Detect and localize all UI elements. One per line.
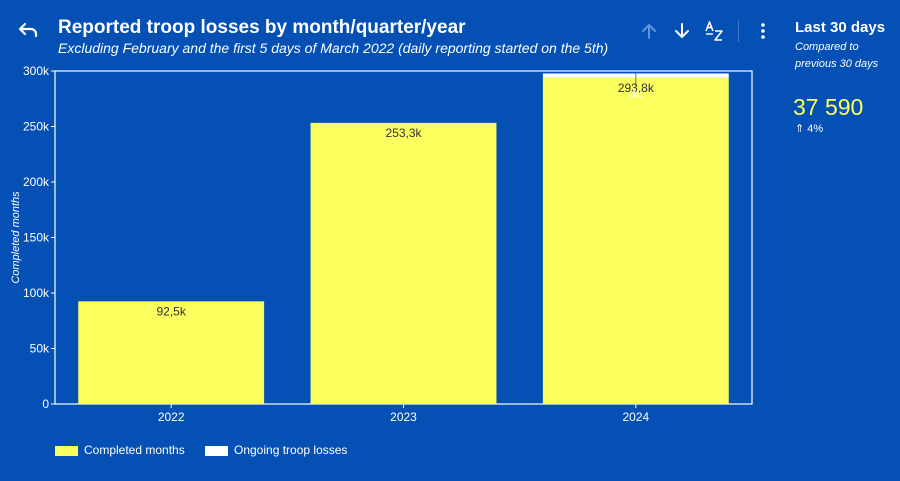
y-tick-label: 100k (23, 286, 50, 300)
y-axis-label: Completed months (10, 191, 22, 284)
sort-ascending-button[interactable] (638, 20, 660, 42)
more-options-icon (761, 23, 765, 39)
sort-ascending-icon (642, 24, 656, 39)
back-arrow-icon (18, 22, 38, 38)
bar-completed (310, 122, 497, 404)
more-options-button[interactable] (752, 20, 774, 42)
legend-swatch-completed (55, 446, 78, 456)
bar-value-label: 293,8k (618, 81, 655, 95)
summary-title: Last 30 days (795, 19, 886, 36)
summary-change: ⇑ 4% (795, 123, 824, 135)
toolbar-divider (738, 20, 739, 42)
y-tick-label: 0 (42, 397, 49, 411)
y-tick-label: 250k (23, 120, 50, 134)
back-button[interactable] (18, 20, 40, 40)
summary-value: 37 590 (793, 94, 864, 120)
x-tick-label: 2024 (622, 410, 649, 424)
sort-alphabetical-button[interactable] (703, 20, 725, 42)
legend-label-ongoing: Ongoing troop losses (234, 443, 348, 457)
x-tick-label: 2023 (390, 410, 417, 424)
ongoing-value-label: 4k (630, 89, 642, 101)
x-tick-label: 2022 (158, 410, 185, 424)
bar-completed (78, 301, 265, 404)
y-tick-label: 50k (30, 342, 50, 356)
bar-completed (542, 77, 729, 404)
legend-label-completed: Completed months (84, 443, 185, 457)
y-tick-label: 150k (23, 231, 50, 245)
chart-subtitle: Excluding February and the first 5 days … (58, 40, 609, 56)
sort-descending-button[interactable] (671, 20, 693, 42)
y-tick-label: 300k (23, 64, 50, 78)
chart-title: Reported troop losses by month/quarter/y… (58, 17, 466, 38)
legend-swatch-ongoing (205, 446, 228, 456)
summary-note: Compared to previous 30 days (795, 41, 879, 70)
bar-value-label: 92,5k (156, 304, 186, 318)
bar-value-label: 253,3k (385, 126, 422, 140)
sort-alphabetical-icon (705, 21, 723, 41)
sort-descending-icon (675, 23, 689, 38)
y-tick-label: 200k (23, 175, 50, 189)
